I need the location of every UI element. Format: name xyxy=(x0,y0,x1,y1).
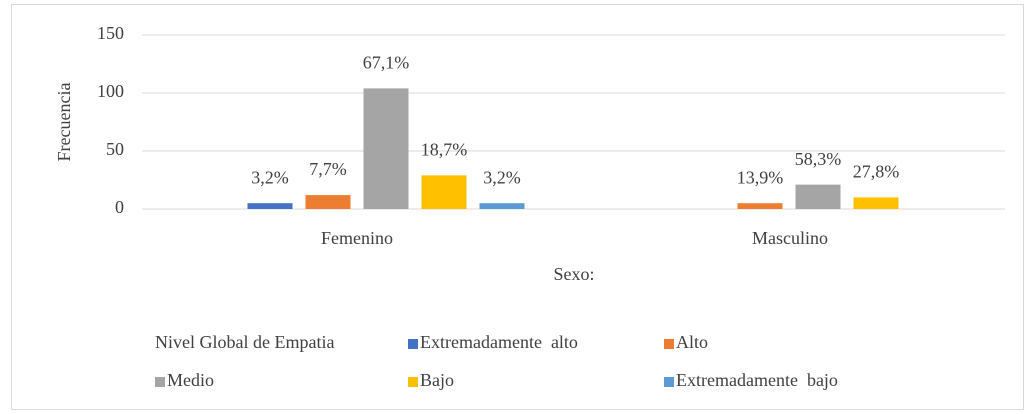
data-label: 18,7% xyxy=(421,139,468,159)
bar xyxy=(363,88,409,209)
data-label: 7,7% xyxy=(309,159,347,179)
legend-label: Bajo xyxy=(420,370,454,390)
x-tick-label: Masculino xyxy=(752,228,828,248)
legend-title: Nivel Global de Empatia xyxy=(155,332,334,352)
bar xyxy=(795,184,841,209)
legend-label: Extremadamente bajo xyxy=(676,370,838,390)
y-tick-label: 100 xyxy=(97,81,124,101)
data-label: 3,2% xyxy=(251,167,289,187)
bar xyxy=(247,203,293,209)
legend-label: Extremadamente alto xyxy=(420,332,578,352)
data-label: 3,2% xyxy=(483,167,521,187)
x-axis-label: Sexo: xyxy=(553,264,594,284)
bar xyxy=(421,175,467,209)
legend-swatch xyxy=(664,339,674,349)
bar xyxy=(737,203,783,209)
y-tick-label: 0 xyxy=(115,197,124,217)
legend-swatch xyxy=(664,377,674,387)
legend-label: Alto xyxy=(676,332,708,352)
data-label: 27,8% xyxy=(853,162,900,182)
y-axis-label: Frecuencia xyxy=(54,83,74,162)
legend-swatch xyxy=(408,377,418,387)
y-tick-label: 50 xyxy=(106,139,124,159)
x-tick-label: Femenino xyxy=(321,228,393,248)
y-tick-label: 150 xyxy=(97,23,124,43)
data-label: 67,1% xyxy=(363,52,410,72)
legend-swatch xyxy=(155,377,165,387)
bar xyxy=(853,197,899,209)
data-label: 58,3% xyxy=(795,149,842,169)
data-label: 13,9% xyxy=(737,167,784,187)
legend-label: Medio xyxy=(167,370,214,390)
legend-swatch xyxy=(408,339,418,349)
bar xyxy=(305,195,351,209)
bar xyxy=(479,203,525,209)
